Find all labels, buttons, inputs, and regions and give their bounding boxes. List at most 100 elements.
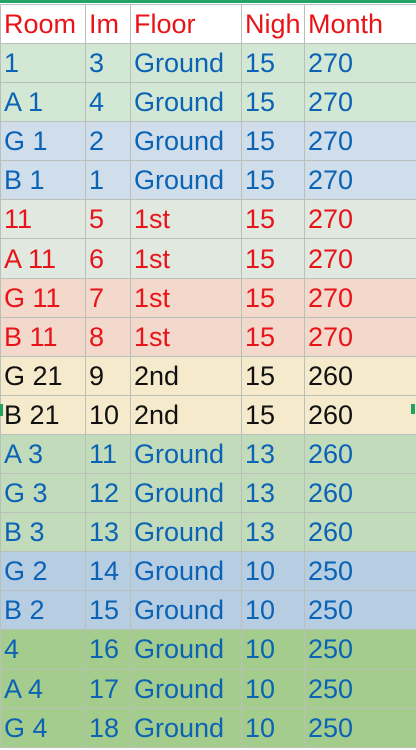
cell-floor[interactable]: Ground bbox=[130, 160, 242, 201]
cell-im[interactable]: 3 bbox=[85, 42, 131, 84]
cell-nights[interactable]: 15 bbox=[241, 82, 305, 123]
cell-room[interactable]: A 11 bbox=[0, 238, 86, 279]
cell-room[interactable]: A 4 bbox=[0, 668, 86, 709]
cell-im[interactable]: 14 bbox=[85, 551, 131, 592]
cell-nights[interactable]: 10 bbox=[241, 551, 305, 592]
cell-im[interactable]: 9 bbox=[85, 355, 131, 396]
cell-room[interactable]: B 1 bbox=[0, 160, 86, 201]
cell-month[interactable]: 260 bbox=[304, 512, 416, 553]
cell-nights[interactable]: 13 bbox=[241, 433, 305, 475]
cell-room[interactable]: G 2 bbox=[0, 551, 86, 592]
cell-floor[interactable]: 1st bbox=[130, 316, 242, 357]
cell-floor[interactable]: Ground bbox=[130, 551, 242, 592]
cell-month[interactable]: 250 bbox=[304, 668, 416, 709]
cell-nights[interactable]: 13 bbox=[241, 512, 305, 553]
cell-im[interactable]: 4 bbox=[85, 82, 131, 123]
cell-floor[interactable]: 1st bbox=[130, 238, 242, 279]
cell-room[interactable]: G 11 bbox=[0, 277, 86, 318]
cell-floor[interactable]: 2nd bbox=[130, 355, 242, 396]
cell-im[interactable]: 15 bbox=[85, 590, 131, 631]
cell-month[interactable]: 270 bbox=[304, 238, 416, 279]
cell-nights[interactable]: 15 bbox=[241, 160, 305, 201]
cell-im[interactable]: 1 bbox=[85, 160, 131, 201]
column-header-room[interactable]: Room bbox=[0, 4, 86, 44]
cell-room[interactable]: A 3 bbox=[0, 433, 86, 475]
selection-handle-right[interactable] bbox=[411, 404, 415, 414]
cell-month[interactable]: 270 bbox=[304, 82, 416, 123]
cell-month[interactable]: 270 bbox=[304, 160, 416, 201]
cell-nights[interactable]: 10 bbox=[241, 590, 305, 631]
cell-floor[interactable]: Ground bbox=[130, 42, 242, 84]
cell-room[interactable]: G 3 bbox=[0, 473, 86, 514]
cell-room[interactable]: G 4 bbox=[0, 707, 86, 748]
column-header-nights[interactable]: Nigh bbox=[241, 4, 305, 44]
cell-month[interactable]: 270 bbox=[304, 277, 416, 318]
cell-nights[interactable]: 15 bbox=[241, 42, 305, 84]
cell-floor[interactable]: Ground bbox=[130, 629, 242, 670]
cell-month[interactable]: 250 bbox=[304, 707, 416, 748]
cell-floor[interactable]: Ground bbox=[130, 121, 242, 162]
cell-room[interactable]: B 11 bbox=[0, 316, 86, 357]
cell-im[interactable]: 7 bbox=[85, 277, 131, 318]
cell-nights[interactable]: 15 bbox=[241, 277, 305, 318]
column-header-im[interactable]: Im bbox=[85, 4, 131, 44]
cell-im[interactable]: 18 bbox=[85, 707, 131, 748]
cell-floor[interactable]: 1st bbox=[130, 277, 242, 318]
cell-month[interactable]: 260 bbox=[304, 394, 416, 435]
cell-im[interactable]: 11 bbox=[85, 433, 131, 475]
cell-im[interactable]: 2 bbox=[85, 121, 131, 162]
cell-nights[interactable]: 15 bbox=[241, 394, 305, 435]
cell-nights[interactable]: 15 bbox=[241, 316, 305, 357]
column-header-month[interactable]: Month bbox=[304, 4, 416, 44]
cell-nights[interactable]: 10 bbox=[241, 707, 305, 748]
cell-nights[interactable]: 10 bbox=[241, 629, 305, 670]
cell-im[interactable]: 10 bbox=[85, 394, 131, 435]
cell-month[interactable]: 270 bbox=[304, 42, 416, 84]
cell-im[interactable]: 12 bbox=[85, 473, 131, 514]
table-row: G 1 2 Ground 15 270 bbox=[0, 121, 416, 162]
cell-im[interactable]: 16 bbox=[85, 629, 131, 670]
cell-room[interactable]: B 21 bbox=[0, 394, 86, 435]
cell-im[interactable]: 17 bbox=[85, 668, 131, 709]
column-header-floor[interactable]: Floor bbox=[130, 4, 242, 44]
cell-month[interactable]: 270 bbox=[304, 316, 416, 357]
cell-month[interactable]: 270 bbox=[304, 199, 416, 240]
cell-nights[interactable]: 13 bbox=[241, 473, 305, 514]
table-row: B 3 13 Ground 13 260 bbox=[0, 512, 416, 553]
cell-room[interactable]: G 21 bbox=[0, 355, 86, 396]
cell-floor[interactable]: 1st bbox=[130, 199, 242, 240]
selection-handle-left[interactable] bbox=[0, 404, 3, 416]
cell-room[interactable]: 1 bbox=[0, 42, 86, 84]
cell-room[interactable]: B 3 bbox=[0, 512, 86, 553]
cell-im[interactable]: 8 bbox=[85, 316, 131, 357]
cell-room[interactable]: A 1 bbox=[0, 82, 86, 123]
cell-room[interactable]: 4 bbox=[0, 629, 86, 670]
cell-floor[interactable]: Ground bbox=[130, 433, 242, 475]
table-row: A 1 4 Ground 15 270 bbox=[0, 82, 416, 123]
cell-nights[interactable]: 15 bbox=[241, 355, 305, 396]
cell-month[interactable]: 260 bbox=[304, 433, 416, 475]
cell-floor[interactable]: Ground bbox=[130, 512, 242, 553]
cell-floor[interactable]: Ground bbox=[130, 82, 242, 123]
cell-floor[interactable]: Ground bbox=[130, 473, 242, 514]
cell-month[interactable]: 260 bbox=[304, 473, 416, 514]
cell-floor[interactable]: Ground bbox=[130, 707, 242, 748]
cell-month[interactable]: 270 bbox=[304, 121, 416, 162]
cell-room[interactable]: B 2 bbox=[0, 590, 86, 631]
cell-nights[interactable]: 15 bbox=[241, 238, 305, 279]
cell-floor[interactable]: Ground bbox=[130, 590, 242, 631]
cell-room[interactable]: 11 bbox=[0, 199, 86, 240]
cell-month[interactable]: 250 bbox=[304, 590, 416, 631]
cell-month[interactable]: 250 bbox=[304, 629, 416, 670]
cell-im[interactable]: 5 bbox=[85, 199, 131, 240]
cell-nights[interactable]: 10 bbox=[241, 668, 305, 709]
cell-nights[interactable]: 15 bbox=[241, 121, 305, 162]
cell-month[interactable]: 260 bbox=[304, 355, 416, 396]
cell-im[interactable]: 6 bbox=[85, 238, 131, 279]
cell-month[interactable]: 250 bbox=[304, 551, 416, 592]
cell-room[interactable]: G 1 bbox=[0, 121, 86, 162]
cell-floor[interactable]: Ground bbox=[130, 668, 242, 709]
cell-im[interactable]: 13 bbox=[85, 512, 131, 553]
cell-nights[interactable]: 15 bbox=[241, 199, 305, 240]
cell-floor[interactable]: 2nd bbox=[130, 394, 242, 435]
